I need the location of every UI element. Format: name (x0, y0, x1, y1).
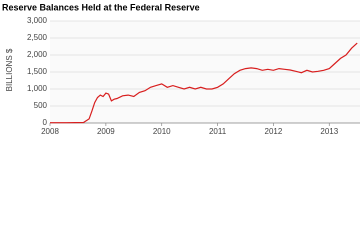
x-tick-label: 2010 (153, 127, 171, 136)
y-tick-label: 500 (34, 101, 48, 110)
x-tick-label: 2009 (97, 127, 115, 136)
data-line (50, 42, 358, 124)
y-axis-label: BILLIONS $ (5, 48, 14, 91)
y-tick-label: 0 (43, 118, 48, 127)
y-tick-label: 2,000 (27, 50, 48, 59)
x-tick-label: 2013 (320, 127, 338, 136)
chart-title: Reserve Balances Held at the Federal Res… (2, 2, 200, 12)
x-tick-label: 2012 (265, 127, 283, 136)
y-tick-label: 3,000 (27, 16, 48, 25)
y-tick-label: 2,500 (27, 33, 48, 42)
x-tick-label: 2011 (209, 127, 227, 136)
y-tick-label: 1,000 (27, 84, 48, 93)
chart: Reserve Balances Held at the Federal Res… (2, 2, 360, 136)
y-tick-label: 1,500 (27, 67, 48, 76)
x-tick-label: 2008 (41, 127, 59, 136)
